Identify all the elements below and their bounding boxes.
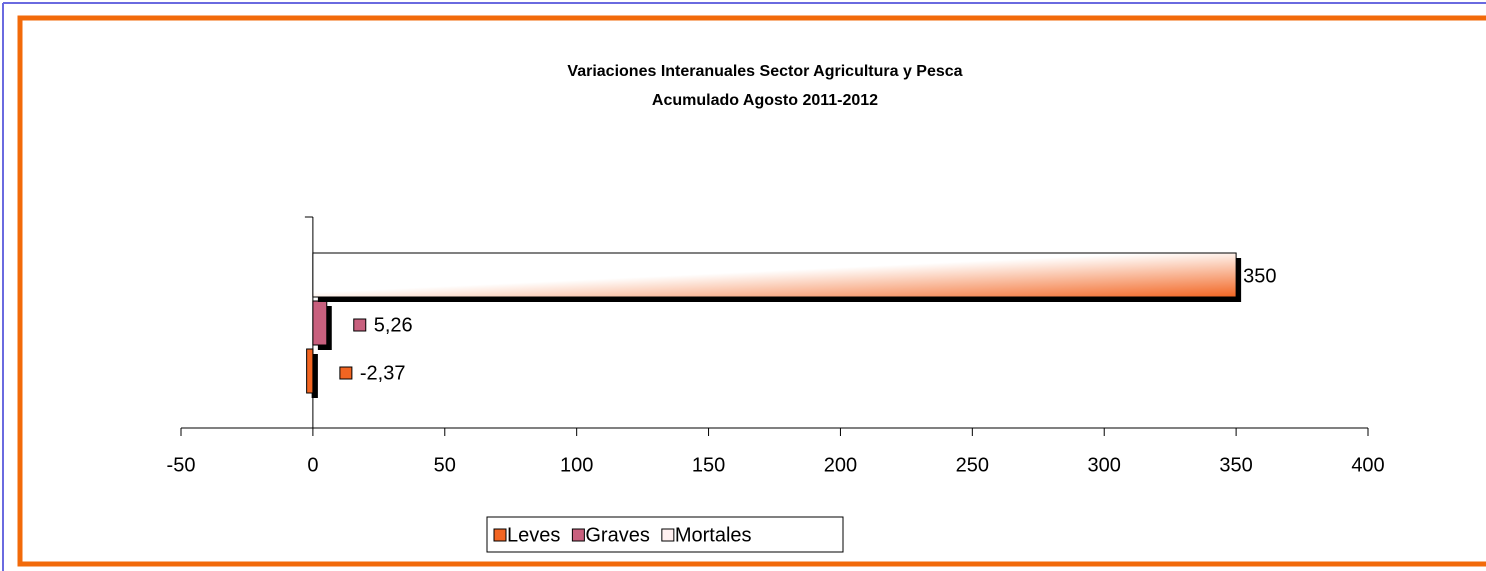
- chart-border: [17, 15, 1486, 567]
- x-tick-label: 350: [1219, 454, 1252, 476]
- bar: [312, 252, 1237, 298]
- chart-subtitle: Acumulado Agosto 2011-2012: [652, 92, 878, 109]
- legend-label: Leves: [507, 524, 560, 546]
- label-marker: [353, 318, 367, 332]
- legend-swatch: [571, 528, 585, 542]
- label-marker: [339, 366, 353, 380]
- legend-swatch: [661, 528, 675, 542]
- legend-label: Graves: [585, 524, 649, 546]
- data-label: 350: [1243, 265, 1276, 287]
- x-tick-label: 50: [434, 454, 456, 476]
- x-tick-label: 200: [824, 454, 857, 476]
- legend-swatch: [493, 528, 507, 542]
- data-label: 5,26: [374, 314, 413, 336]
- x-tick-label: 300: [1088, 454, 1121, 476]
- legend-label: Mortales: [675, 524, 752, 546]
- x-tick-label: 100: [560, 454, 593, 476]
- x-tick-label: -50: [167, 454, 196, 476]
- bar: [312, 300, 328, 346]
- chart-title: Variaciones Interanuales Sector Agricult…: [567, 63, 962, 80]
- bar: [306, 348, 314, 394]
- x-tick-label: 250: [956, 454, 989, 476]
- data-label: -2,37: [360, 362, 406, 384]
- bar-shadow: [311, 354, 318, 398]
- x-tick-label: 400: [1351, 454, 1384, 476]
- x-tick-label: 0: [307, 454, 318, 476]
- x-tick-label: 150: [692, 454, 725, 476]
